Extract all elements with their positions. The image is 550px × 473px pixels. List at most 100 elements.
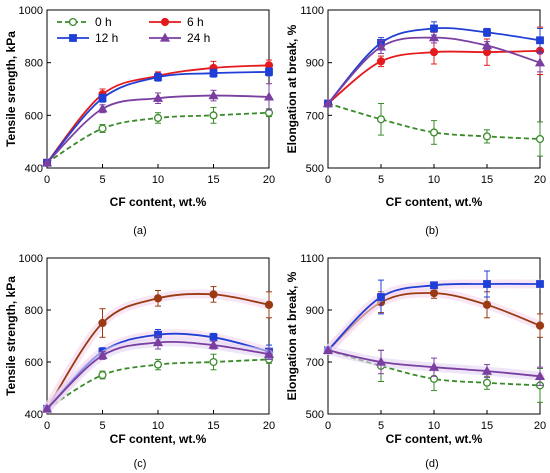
y-tick-label: 1000: [19, 5, 43, 17]
y-tick-label: 600: [25, 110, 43, 122]
data-series: [322, 345, 546, 386]
y-tick-label: 1100: [300, 253, 324, 265]
y-tick-label: 800: [25, 305, 43, 317]
x-axis-label: CF content, wt.%: [386, 195, 483, 209]
data-point-marker: [376, 115, 386, 124]
data-point-marker: [209, 290, 218, 299]
panel-caption: (d): [425, 458, 438, 470]
data-point-marker: [481, 365, 493, 375]
y-tick-label: 600: [25, 357, 43, 369]
legend-swatch-marker: [160, 17, 170, 27]
x-axis-label: CF content, wt.%: [110, 195, 207, 209]
y-tick-label: 700: [306, 110, 324, 122]
x-tick-label: 0: [44, 174, 50, 186]
legend-swatch-marker: [68, 17, 78, 27]
x-tick-label: 10: [428, 174, 440, 186]
data-point-marker: [430, 281, 438, 290]
data-point-marker: [375, 41, 387, 51]
data-point-marker: [97, 350, 108, 360]
data-point-marker: [264, 300, 274, 309]
x-tick-label: 10: [152, 420, 164, 432]
chart-panel: 500 700 900 1100 0 5 10 15 20 CF content, wt.% Elo…: [285, 5, 546, 237]
y-tick-label: 500: [306, 409, 324, 421]
data-point-marker: [265, 67, 273, 76]
legend-swatch-marker: [159, 32, 171, 42]
data-point-marker: [208, 339, 219, 349]
data-point-marker: [322, 98, 334, 108]
data-point-marker: [377, 293, 385, 301]
x-tick-label: 15: [207, 420, 219, 432]
legend-entry: 24 h: [149, 31, 210, 45]
data-point-marker: [535, 134, 545, 144]
data-point-marker: [209, 333, 218, 342]
data-point-marker: [429, 48, 439, 57]
y-tick-label: 400: [25, 409, 43, 421]
data-series: [41, 83, 275, 167]
data-point-marker: [483, 28, 491, 37]
x-tick-label: 20: [263, 174, 275, 186]
y-tick-label: 1100: [300, 5, 324, 17]
panel-caption: (c): [134, 458, 147, 470]
series-line: [327, 349, 541, 387]
data-point-marker: [376, 57, 386, 66]
y-tick-label: 700: [306, 357, 324, 369]
data-point-marker: [97, 103, 108, 113]
legend-label: 12 h: [95, 31, 118, 45]
x-tick-label: 5: [99, 174, 105, 186]
data-point-marker: [483, 280, 491, 288]
x-tick-label: 5: [99, 420, 105, 432]
series-line: [46, 94, 270, 164]
plot-area-frame: [46, 9, 270, 169]
y-tick-label: 400: [25, 163, 43, 175]
y-tick-label: 900: [306, 305, 324, 317]
legend-swatch-marker: [69, 34, 77, 42]
data-point-marker: [98, 318, 107, 328]
data-point-marker: [263, 91, 275, 101]
data-point-marker: [154, 73, 162, 82]
legend-label: 0 h: [95, 15, 112, 29]
data-point-marker: [375, 356, 387, 366]
chart-panel: 400 600 800 1000 0 5 10 15 20 CF content, wt.% Ten…: [4, 5, 275, 237]
data-point-marker: [482, 132, 492, 141]
y-axis-label: Tensile srength, kPa: [4, 31, 18, 147]
y-tick-label: 1000: [19, 253, 43, 265]
x-tick-label: 15: [207, 174, 219, 186]
x-tick-label: 5: [378, 174, 384, 186]
x-tick-label: 20: [534, 174, 546, 186]
data-point-marker: [153, 294, 163, 303]
data-point-marker: [429, 289, 439, 298]
x-axis-label: CF content, wt.%: [386, 432, 483, 446]
x-tick-label: 15: [481, 174, 493, 186]
chart-panel: 500 700 900 1100 0 5 10 15 20 CF content, wt.% Elo…: [285, 253, 546, 470]
data-point-marker: [41, 157, 53, 167]
data-series: [41, 335, 275, 414]
data-point-marker: [152, 337, 164, 347]
data-point-marker: [209, 111, 218, 120]
data-point-marker: [428, 361, 440, 371]
y-axis-label: Elongation at break, %: [285, 24, 299, 153]
data-point-marker: [98, 124, 107, 133]
data-point-marker: [428, 32, 440, 42]
legend-entry: 12 h: [57, 31, 118, 45]
data-point-marker: [263, 348, 275, 358]
chart-panel: 400 600 800 1000 0 5 10 15 20 CF content, wt.% Ten…: [4, 253, 275, 470]
data-point-marker: [482, 300, 492, 309]
legend-label: 24 h: [187, 31, 210, 45]
legend-label: 6 h: [187, 15, 204, 29]
x-tick-label: 0: [325, 174, 331, 186]
x-tick-label: 20: [534, 420, 546, 432]
y-axis-label: Elongation at break, %: [285, 271, 299, 400]
legend-entry: 6 h: [149, 15, 204, 29]
data-point-marker: [482, 378, 492, 387]
x-tick-label: 20: [263, 420, 275, 432]
x-axis-label: CF content, wt.%: [110, 432, 207, 446]
x-tick-label: 10: [152, 174, 164, 186]
x-tick-label: 0: [44, 420, 50, 432]
x-tick-label: 15: [481, 420, 493, 432]
panel-caption: (b): [425, 225, 438, 237]
data-point-marker: [322, 345, 334, 354]
data-series: [323, 99, 545, 157]
data-point-marker: [534, 57, 546, 67]
panel-caption: (a): [133, 225, 146, 237]
